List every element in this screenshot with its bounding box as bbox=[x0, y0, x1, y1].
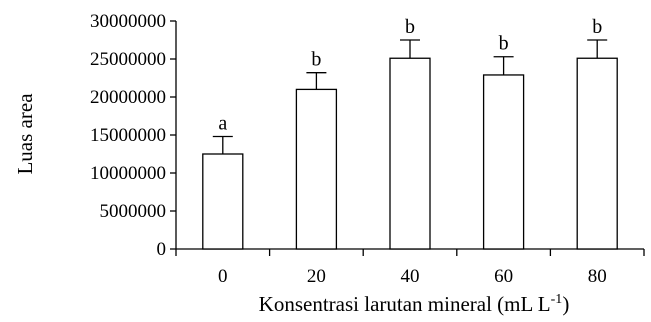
bar bbox=[295, 88, 338, 250]
bar bbox=[389, 57, 431, 250]
bar bbox=[482, 74, 525, 250]
x-tick-label: 60 bbox=[494, 266, 513, 287]
significance-letter: b bbox=[311, 49, 321, 71]
x-tick-label: 20 bbox=[307, 266, 326, 287]
y-tick-label: 20000000 bbox=[90, 87, 166, 108]
y-tick-label: 25000000 bbox=[90, 49, 166, 70]
significance-letter: b bbox=[405, 16, 415, 38]
y-tick-label: 5000000 bbox=[100, 201, 167, 222]
y-tick-label: 10000000 bbox=[90, 163, 166, 184]
x-tick-label: 80 bbox=[588, 266, 607, 287]
y-axis-label: Luas area bbox=[13, 93, 37, 175]
x-axis-label-main: Konsentrasi larutan mineral (mL L bbox=[259, 292, 551, 316]
bar bbox=[202, 153, 244, 250]
significance-letter: b bbox=[592, 16, 602, 38]
x-axis-label-superscript: -1 bbox=[551, 292, 563, 307]
significance-letter: b bbox=[499, 33, 509, 55]
plot-area: 0 5000000 10000000 15000000 20000000 25000000… bbox=[90, 11, 645, 287]
x-axis-label-tail: ) bbox=[562, 292, 569, 316]
y-tick-label: 15000000 bbox=[90, 125, 166, 146]
x-tick-label: 40 bbox=[401, 266, 420, 287]
x-axis-label: Konsentrasi larutan mineral (mL L-1) bbox=[259, 292, 570, 316]
y-tick-label: 30000000 bbox=[90, 11, 166, 32]
significance-letter: a bbox=[218, 113, 227, 135]
x-tick-label: 0 bbox=[218, 266, 228, 287]
bar bbox=[576, 57, 618, 250]
y-tick-label: 0 bbox=[157, 239, 167, 260]
